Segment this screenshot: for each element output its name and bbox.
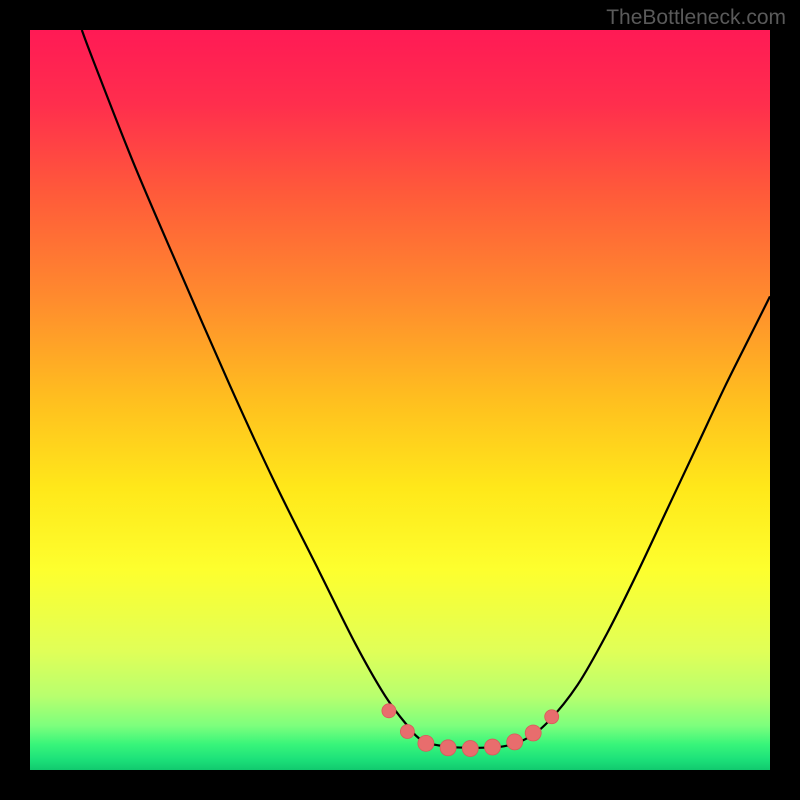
chart-svg xyxy=(30,30,770,770)
marker-point xyxy=(462,741,478,757)
marker-point xyxy=(382,704,396,718)
marker-point xyxy=(440,740,456,756)
marker-point xyxy=(485,739,501,755)
watermark-text: TheBottleneck.com xyxy=(606,6,786,30)
marker-point xyxy=(507,734,523,750)
marker-point xyxy=(400,725,414,739)
marker-point xyxy=(525,725,541,741)
bottleneck-chart xyxy=(30,30,770,770)
marker-point xyxy=(545,710,559,724)
marker-point xyxy=(418,735,434,751)
chart-background xyxy=(30,30,770,770)
